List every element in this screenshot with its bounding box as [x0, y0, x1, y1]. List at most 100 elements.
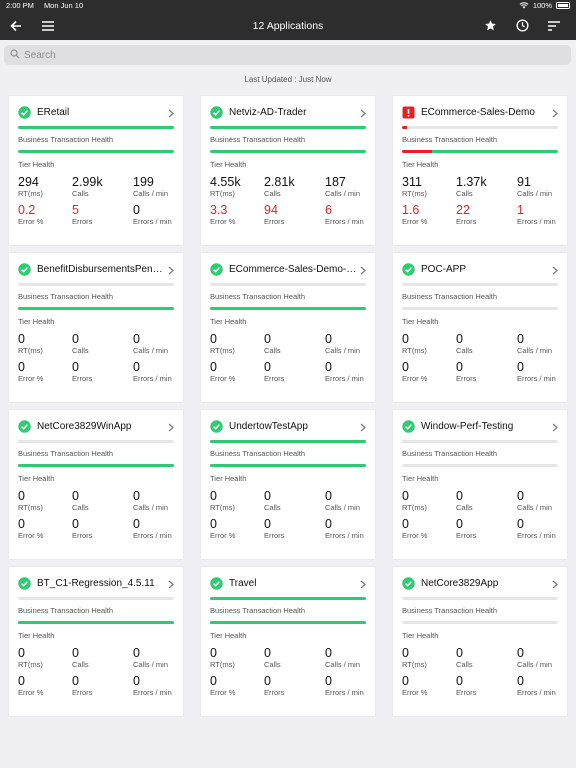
chevron-right-icon[interactable] — [552, 576, 558, 594]
error-pct-label: Error % — [18, 217, 44, 226]
metrics-row: 0 RT(ms) 0 Calls 0 Calls / min — [18, 489, 174, 513]
calls-per-min-value: 0 — [133, 489, 140, 503]
chevron-right-icon[interactable] — [168, 262, 174, 280]
errors-label: Errors — [264, 531, 285, 540]
application-card[interactable]: ECommerce-Sales-Demo-Fulfillment Busines… — [201, 253, 375, 402]
tier-health-bar — [210, 150, 366, 153]
chevron-right-icon[interactable] — [360, 419, 366, 437]
calls-per-min-value: 91 — [517, 175, 531, 189]
tier-health-bar — [402, 464, 558, 467]
errors-per-min-value: 0 — [133, 517, 140, 531]
back-icon[interactable] — [0, 11, 32, 40]
application-name: ECommerce-Sales-Demo — [421, 106, 535, 118]
application-card[interactable]: NetCore3829App Business Transaction Heal… — [393, 567, 567, 716]
application-card[interactable]: NetCore3829WinApp Business Transaction H… — [9, 410, 183, 559]
rt-value: 0 — [18, 646, 25, 660]
application-card[interactable]: BenefitDisbursementsPension Business Tra… — [9, 253, 183, 402]
rt-label: RT(ms) — [402, 189, 427, 198]
bt-health-bar — [210, 126, 366, 129]
calls-value: 0 — [72, 332, 79, 346]
error-pct-label: Error % — [402, 374, 428, 383]
search-bar[interactable] — [4, 45, 571, 65]
calls-value: 0 — [456, 646, 463, 660]
bt-health-bar — [402, 126, 558, 129]
bt-health-label: Business Transaction Health — [402, 135, 498, 144]
calls-label: Calls — [456, 660, 473, 669]
error-pct-value: 0.2 — [18, 203, 36, 217]
rt-label: RT(ms) — [402, 503, 427, 512]
errors-per-min-label: Errors / min — [325, 688, 364, 697]
application-name: ECommerce-Sales-Demo-Fulfillment — [229, 263, 359, 275]
health-bar-healthy-segment — [210, 307, 366, 310]
application-card[interactable]: BT_C1-Regression_4.5.11 Business Transac… — [9, 567, 183, 716]
calls-per-min-label: Calls / min — [325, 660, 361, 669]
calls-per-min-value: 0 — [325, 489, 332, 503]
application-card[interactable]: Netviz-AD-Trader Business Transaction He… — [201, 96, 375, 245]
calls-per-min-label: Calls / min — [133, 189, 169, 198]
chevron-right-icon[interactable] — [552, 105, 558, 123]
applications-grid: ERetail Business Transaction Health Tier… — [9, 96, 567, 716]
application-name: Travel — [229, 577, 257, 589]
errors-label: Errors — [72, 217, 93, 226]
errors-value: 0 — [264, 517, 271, 531]
rt-label: RT(ms) — [210, 660, 235, 669]
application-card[interactable]: UndertowTestApp Business Transaction Hea… — [201, 410, 375, 559]
errors-per-min-label: Errors / min — [133, 688, 172, 697]
error-pct-value: 0 — [402, 360, 409, 374]
errors-per-min-value: 0 — [325, 674, 332, 688]
health-bar-healthy-segment — [18, 150, 174, 153]
application-name: NetCore3829WinApp — [37, 420, 132, 432]
calls-per-min-label: Calls / min — [517, 189, 553, 198]
error-pct-value: 0 — [18, 517, 25, 531]
error-pct-value: 3.3 — [210, 203, 228, 217]
chevron-right-icon[interactable] — [168, 576, 174, 594]
health-bar-healthy-segment — [18, 307, 174, 310]
sort-icon[interactable] — [538, 11, 570, 40]
rt-label: RT(ms) — [210, 503, 235, 512]
rt-value: 0 — [210, 489, 217, 503]
health-bar-healthy-segment — [18, 464, 174, 467]
application-card[interactable]: Window-Perf-Testing Business Transaction… — [393, 410, 567, 559]
calls-per-min-value: 0 — [133, 332, 140, 346]
chevron-right-icon[interactable] — [552, 419, 558, 437]
star-icon[interactable] — [474, 11, 506, 40]
calls-per-min-label: Calls / min — [325, 189, 361, 198]
calls-per-min-value: 0 — [517, 489, 524, 503]
errors-value: 0 — [456, 360, 463, 374]
calls-value: 0 — [456, 489, 463, 503]
nav-bar: 12 Applications — [0, 11, 576, 40]
rt-label: RT(ms) — [18, 189, 43, 198]
application-card[interactable]: ECommerce-Sales-Demo Business Transactio… — [393, 96, 567, 245]
error-pct-value: 1.6 — [402, 203, 420, 217]
tier-health-bar — [18, 621, 174, 624]
error-pct-value: 0 — [18, 674, 25, 688]
tier-health-bar — [210, 464, 366, 467]
calls-label: Calls — [264, 503, 281, 512]
error-pct-label: Error % — [18, 688, 44, 697]
errors-label: Errors — [456, 688, 477, 697]
chevron-right-icon[interactable] — [552, 262, 558, 280]
errors-per-min-value: 0 — [517, 674, 524, 688]
error-pct-label: Error % — [402, 217, 428, 226]
metrics-row: 0 RT(ms) 0 Calls 0 Calls / min — [210, 646, 366, 670]
calls-per-min-value: 187 — [325, 175, 346, 189]
application-card[interactable]: POC-APP Business Transaction Health Tier… — [393, 253, 567, 402]
error-pct-label: Error % — [210, 374, 236, 383]
search-input[interactable] — [24, 49, 544, 61]
chevron-right-icon[interactable] — [360, 105, 366, 123]
errors-per-min-value: 6 — [325, 203, 332, 217]
chevron-right-icon[interactable] — [360, 262, 366, 280]
chevron-right-icon[interactable] — [168, 419, 174, 437]
calls-label: Calls — [456, 346, 473, 355]
application-card[interactable]: ERetail Business Transaction Health Tier… — [9, 96, 183, 245]
chevron-right-icon[interactable] — [168, 105, 174, 123]
error-pct-value: 0 — [18, 360, 25, 374]
clock-icon[interactable] — [506, 11, 538, 40]
tier-health-label: Tier Health — [402, 631, 439, 640]
application-card[interactable]: Travel Business Transaction Health Tier … — [201, 567, 375, 716]
rt-value: 0 — [18, 489, 25, 503]
chevron-right-icon[interactable] — [360, 576, 366, 594]
calls-value: 2.99k — [72, 175, 103, 189]
menu-icon[interactable] — [32, 11, 64, 40]
error-pct-label: Error % — [210, 688, 236, 697]
